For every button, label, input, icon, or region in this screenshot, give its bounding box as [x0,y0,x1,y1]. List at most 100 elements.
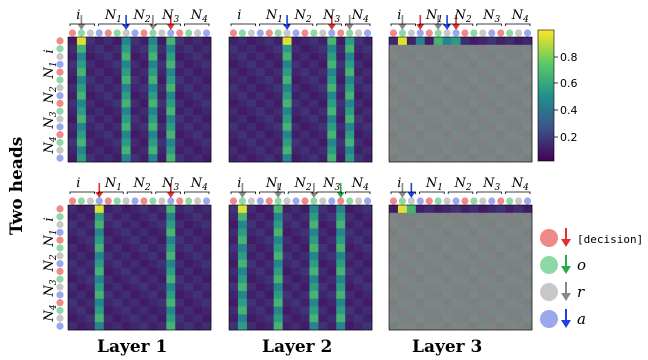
heatmap-cell [255,68,266,77]
heatmap-cell [318,146,328,155]
heatmap-cell [68,154,78,163]
heatmap-cell [523,275,533,284]
heatmap-cell [478,251,488,260]
heatmap-cell [514,52,524,61]
panel-frame [228,36,373,163]
heatmap-cell [451,122,461,132]
heatmap-cell [157,130,167,139]
heatmap-cell [246,99,257,108]
heatmap-cell [336,205,346,214]
heatmap-cell [496,60,506,69]
token-dot [56,76,64,84]
heatmap-cell [406,228,417,237]
heatmap-cell [282,283,292,292]
heatmap-cell [193,220,203,229]
token-dot [56,306,64,315]
heatmap-cell [415,283,426,292]
heatmap-cell [85,146,96,155]
heatmap-cell [121,37,131,46]
heatmap-cell [121,130,131,139]
heatmap-cell [318,91,328,100]
token-dot [56,220,64,229]
heatmap-cell [363,236,373,245]
heatmap-cell [139,298,149,307]
heatmap-cell [68,83,78,92]
heatmap-cell [300,37,310,46]
heatmap-cell [255,154,266,163]
heatmap-cell [85,322,96,331]
heatmap-cell [496,212,506,221]
heatmap-cell [415,68,426,77]
heatmap-cell [478,314,488,323]
heatmap-cell [157,52,167,61]
heatmap-cell [487,228,497,237]
heatmap-cell [354,68,364,77]
heatmap-cell [282,91,292,100]
heatmap-cell [273,52,283,61]
heatmap-cell [406,146,417,155]
heatmap-cell [345,275,355,284]
heatmap-cell [139,228,149,237]
token-dot [56,314,64,322]
heatmap-cell [460,154,470,163]
heatmap-cell [264,290,274,300]
heatmap-cell [397,212,408,221]
heatmap-cell [336,228,346,237]
heatmap-cell [68,146,78,155]
token-dot [488,197,496,205]
heatmap-cell [193,99,203,108]
heatmap-cell [354,244,364,253]
heatmap-cell [478,220,488,229]
heatmap-cell [273,283,283,292]
token-dot [104,197,112,205]
heatmap-cell [318,154,328,163]
heatmap-cell [363,275,373,284]
token-dot [193,29,202,37]
heatmap-cell [282,205,292,214]
heatmap-cell [291,314,301,323]
heatmap-cell [424,290,434,300]
heatmap-cell [354,115,364,124]
token-dot [77,29,86,37]
heatmap-cell [433,146,443,155]
heatmap-cell [487,212,497,221]
heatmap-cell [255,322,266,331]
token-group-label: N3 [322,8,340,25]
heatmap-cell [273,267,283,276]
heatmap-cell [291,107,301,116]
heatmap-cell [478,267,488,276]
heatmap-cell [184,251,194,260]
token-dot [68,29,77,37]
heatmap-cell [478,205,488,214]
heatmap-cell [121,122,131,132]
legend-label: [decision] [577,233,643,246]
colorbar-tick-labels: 0.80.60.40.2 [554,51,578,144]
heatmap-cell [85,122,96,132]
heatmap-cell [121,107,131,116]
heatmap-cell [130,205,140,214]
heatmap-cell [354,236,364,245]
heatmap-cell [157,220,167,229]
heatmap-cell [397,244,408,253]
heatmap-cell [193,244,203,253]
legend-label: o [577,256,586,274]
heatmap-cell [442,283,452,292]
heatmap-cell [166,83,176,92]
legend-item: r [540,282,585,301]
heatmap-cell [469,91,479,100]
heatmap-cell [264,91,274,100]
heatmap-cell [469,251,479,260]
heatmap-cell [345,91,355,100]
heatmap-cell [103,68,113,77]
heatmap-cell [246,275,257,284]
heatmap-cell [273,290,283,300]
heatmap-cell [264,259,274,268]
heatmap-cell [478,275,488,284]
token-dot [506,29,514,37]
token-group-label: i [397,176,401,191]
heatmap-cell [478,37,488,46]
heatmap-cell [496,283,506,292]
heatmap-cell [300,122,310,132]
heatmap-cell [451,259,461,268]
